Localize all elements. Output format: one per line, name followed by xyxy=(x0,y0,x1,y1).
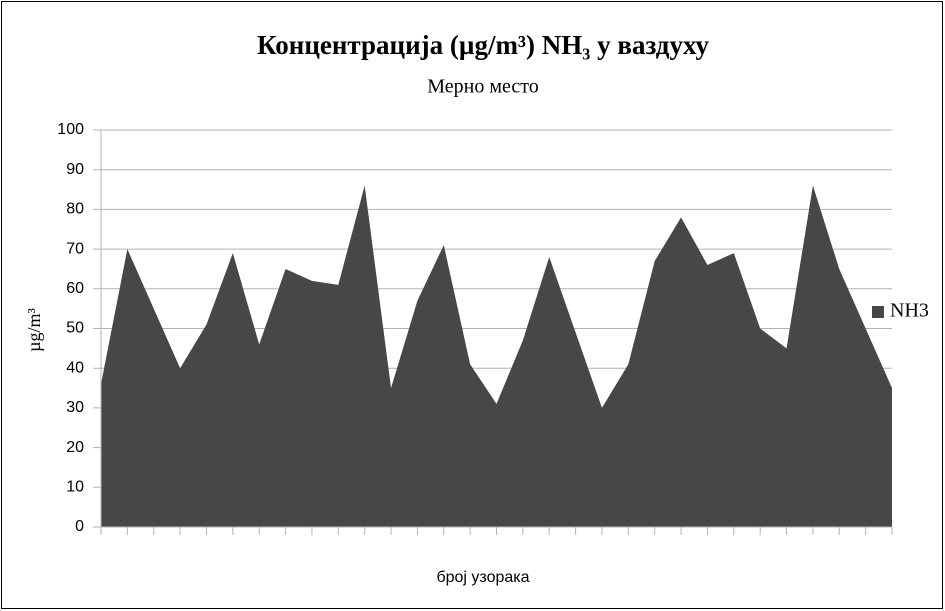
y-tick-label: 0 xyxy=(75,518,84,535)
y-tick-label: 80 xyxy=(66,201,84,218)
y-tick-label: 20 xyxy=(66,439,84,456)
chart-subtitle: Мерно место xyxy=(427,76,538,98)
y-tick-label: 90 xyxy=(66,161,84,178)
y-tick-label: 50 xyxy=(66,320,84,337)
y-axis-label: µg/m³ xyxy=(24,308,44,352)
y-tick-label: 60 xyxy=(66,280,84,297)
area xyxy=(101,185,892,527)
legend-label: NH3 xyxy=(890,300,929,322)
chart-title: Концентрација (µg/m³) NH₃ у ваздуху xyxy=(257,30,709,60)
y-tick-label: 100 xyxy=(57,121,84,138)
y-tick-label: 10 xyxy=(66,479,84,496)
y-tick-label: 70 xyxy=(66,240,84,257)
y-tick-label: 40 xyxy=(66,359,84,376)
y-tick-label: 30 xyxy=(66,399,84,416)
x-axis-label: број узорака xyxy=(436,569,529,586)
legend-swatch xyxy=(872,306,884,318)
